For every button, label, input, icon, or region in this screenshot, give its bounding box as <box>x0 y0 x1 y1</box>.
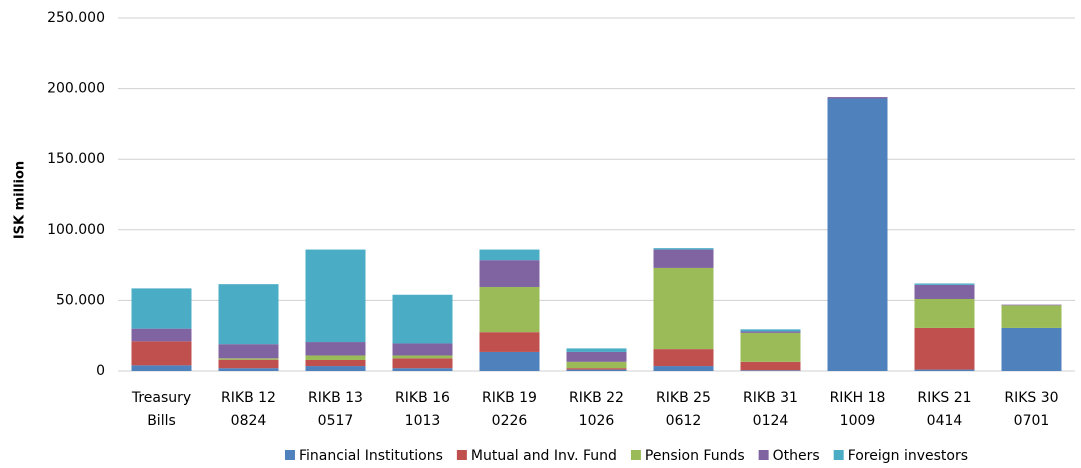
y-tick-label: 250.000 <box>47 10 105 26</box>
bar-segment <box>305 342 366 356</box>
bar-segment <box>740 329 801 332</box>
x-tick-label: 0124 <box>753 413 789 429</box>
bar-segment <box>479 286 540 333</box>
bar-segment <box>1001 304 1062 306</box>
legend-swatch <box>833 450 844 460</box>
x-tick-label: 1009 <box>840 413 876 429</box>
legend-swatch <box>284 450 295 460</box>
x-tick-label: Bills <box>147 413 176 429</box>
x-tick-label: RIKB 19 <box>482 390 537 406</box>
bar-segment <box>566 348 627 352</box>
y-tick-label: 100.000 <box>47 222 105 238</box>
bar-segment <box>740 370 801 371</box>
x-tick-label: RIKB 13 <box>308 390 363 406</box>
x-tick-label: 0824 <box>231 413 267 429</box>
x-tick-label: 0701 <box>1014 413 1050 429</box>
x-tick-label: RIKB 22 <box>569 390 624 406</box>
bar-segment <box>479 351 540 371</box>
x-tick-label: 1026 <box>579 413 615 429</box>
x-tick-label: 0517 <box>318 413 354 429</box>
legend-swatch <box>758 450 769 460</box>
bar-segment <box>218 344 279 359</box>
bar-segment <box>566 361 627 369</box>
bar-segment <box>218 358 279 360</box>
legend-swatch <box>630 450 641 460</box>
bar-segment <box>566 368 627 370</box>
bar-segment <box>392 358 453 369</box>
x-tick-label: Treasury <box>131 390 191 406</box>
x-tick-label: 0414 <box>927 413 963 429</box>
bar-segment <box>914 283 975 285</box>
y-tick-label: 200.000 <box>47 81 105 97</box>
bar-segment <box>131 341 192 366</box>
bar-segment <box>653 248 714 250</box>
y-tick-label: 50.000 <box>56 292 105 308</box>
legend-swatch <box>456 450 467 460</box>
bar-segment <box>305 249 366 343</box>
bar-segment <box>131 328 192 342</box>
bar-segment <box>740 361 801 371</box>
x-tick-label: 1013 <box>405 413 441 429</box>
x-tick-label: RIKB 31 <box>743 390 798 406</box>
bar-segment <box>305 366 366 371</box>
bar-segment <box>653 249 714 268</box>
x-tick-label: RIKB 12 <box>221 390 276 406</box>
legend-label: Financial Institutions <box>299 448 443 464</box>
bar-segment <box>827 98 888 371</box>
bar-segment <box>392 368 453 371</box>
y-axis-label: ISK million <box>13 161 28 239</box>
bar-segment <box>740 332 801 362</box>
x-tick-label: RIKB 16 <box>395 390 450 406</box>
bar-segment <box>1001 327 1062 371</box>
x-tick-label: 0612 <box>666 413 702 429</box>
y-tick-label: 150.000 <box>47 151 105 167</box>
bar-segment <box>566 351 627 362</box>
bar-segment <box>131 365 192 371</box>
bar-segment <box>653 366 714 371</box>
bar-segment <box>1001 305 1062 328</box>
bar-segment <box>218 368 279 371</box>
bar-segment <box>566 369 627 371</box>
x-tick-label: RIKS 30 <box>1004 390 1058 406</box>
bar-segment <box>914 284 975 299</box>
x-tick-label: 0226 <box>492 413 528 429</box>
bar-segment <box>218 359 279 369</box>
bar-segment <box>305 355 366 360</box>
legend-label: Others <box>773 448 820 464</box>
bar-segment <box>479 332 540 352</box>
bar-segment <box>305 359 366 367</box>
x-tick-label: RIKB 25 <box>656 390 711 406</box>
bar-segment <box>479 260 540 287</box>
bar-segment <box>479 249 540 261</box>
bar-segment <box>914 369 975 371</box>
bar-segment <box>653 267 714 350</box>
bar-segment <box>740 331 801 333</box>
bar-segment <box>392 343 453 356</box>
bar-segment <box>392 294 453 344</box>
bar-segment <box>827 97 888 99</box>
bar-segment <box>131 288 192 329</box>
legend-label: Foreign investors <box>848 448 968 464</box>
bar-segment <box>914 298 975 328</box>
bar-segment <box>914 327 975 370</box>
bar-segment <box>392 355 453 359</box>
x-tick-label: RIKH 18 <box>830 390 886 406</box>
y-tick-label: 0 <box>96 363 105 379</box>
legend-label: Mutual and Inv. Fund <box>471 448 617 464</box>
bar-segment <box>653 349 714 367</box>
x-tick-label: RIKS 21 <box>917 390 971 406</box>
legend-label: Pension Funds <box>645 448 745 464</box>
bar-segment <box>218 284 279 345</box>
